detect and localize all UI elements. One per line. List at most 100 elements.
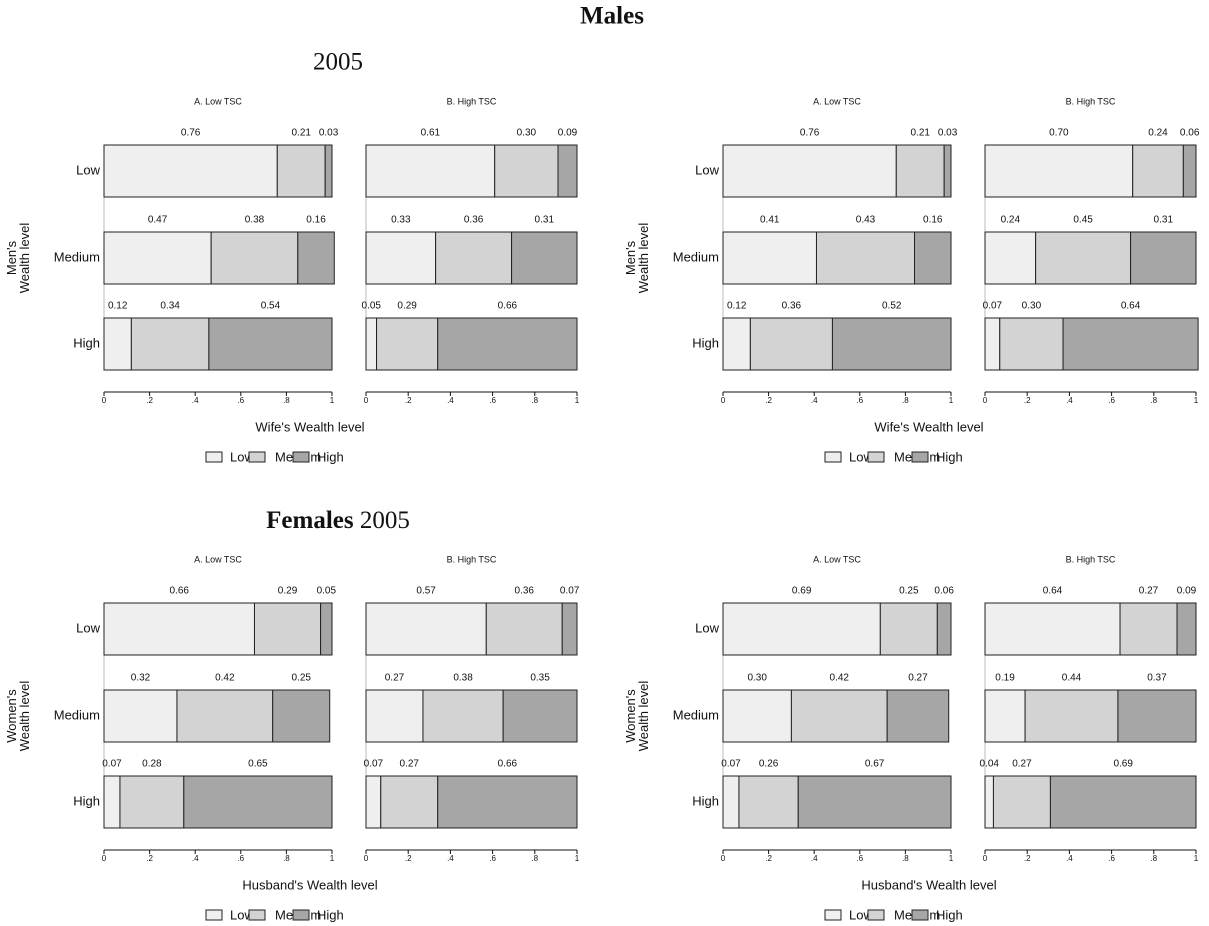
bar-segment xyxy=(722,775,740,829)
y-axis-label: Men'sWealth level xyxy=(4,223,32,294)
value-label: 0.66 xyxy=(498,759,518,770)
bar-segment xyxy=(722,144,897,198)
panel-title: B. High TSC xyxy=(447,554,497,564)
value-label: 0.42 xyxy=(830,673,850,684)
legend-label: High xyxy=(936,449,963,464)
category-label: Medium xyxy=(673,707,719,722)
bar-segment xyxy=(1117,689,1197,743)
panel-title: B. High TSC xyxy=(1066,554,1116,564)
year-title: 2005 xyxy=(313,49,363,76)
x-tick-label: .6 xyxy=(856,854,863,863)
bar-segment xyxy=(210,231,299,285)
bar-segment xyxy=(1024,689,1119,743)
value-label: 0.29 xyxy=(397,301,417,312)
x-tick-label: .2 xyxy=(765,396,772,405)
bar-segment xyxy=(130,317,210,371)
value-label: 0.16 xyxy=(306,215,326,226)
value-label: 0.07 xyxy=(560,586,580,597)
panel-title: A. Low TSC xyxy=(813,96,861,106)
y-axis-label-line: Wealth level xyxy=(17,681,32,752)
bar-segment xyxy=(176,689,274,743)
bar-segment xyxy=(103,602,255,656)
x-tick-label: .2 xyxy=(405,396,412,405)
bar-segment xyxy=(365,689,424,743)
x-tick-label: 1 xyxy=(949,396,954,405)
bar-segment xyxy=(1182,144,1197,198)
bar-segment xyxy=(1035,231,1132,285)
x-tick-label: .4 xyxy=(447,854,454,863)
value-label: 0.03 xyxy=(319,128,339,139)
y-axis-label-line: Men's xyxy=(623,240,638,275)
bar-segment xyxy=(738,775,799,829)
value-label: 0.65 xyxy=(248,759,268,770)
value-label: 0.35 xyxy=(530,673,550,684)
bar-segment xyxy=(435,231,513,285)
y-axis-label-line: Wealth level xyxy=(636,223,651,294)
category-label: Medium xyxy=(54,707,100,722)
x-tick-label: .8 xyxy=(283,854,290,863)
bar-segment xyxy=(790,689,888,743)
category-label: Medium xyxy=(673,249,719,264)
x-tick-label: .2 xyxy=(1024,854,1031,863)
x-axis-label: Husband's Wealth level xyxy=(861,877,996,892)
value-label: 0.29 xyxy=(278,586,298,597)
value-label: 0.32 xyxy=(131,673,151,684)
x-tick-label: .2 xyxy=(765,854,772,863)
y-axis-label-line: Wealth level xyxy=(17,223,32,294)
x-tick-label: .8 xyxy=(531,854,538,863)
value-label: 0.38 xyxy=(245,215,265,226)
value-label: 0.25 xyxy=(899,586,919,597)
value-label: 0.31 xyxy=(1154,215,1174,226)
bar-segment xyxy=(984,775,994,829)
value-label: 0.64 xyxy=(1121,301,1141,312)
category-label: High xyxy=(692,793,719,808)
value-label: 0.24 xyxy=(1148,128,1168,139)
value-label: 0.19 xyxy=(995,673,1015,684)
x-tick-label: .6 xyxy=(1108,396,1115,405)
x-axis-label: Wife's Wealth level xyxy=(874,419,983,434)
value-label: 0.25 xyxy=(291,673,311,684)
bar-segment xyxy=(1130,231,1197,285)
value-label: 0.27 xyxy=(400,759,420,770)
bar-segment xyxy=(365,317,378,371)
value-label: 0.36 xyxy=(515,586,535,597)
value-label: 0.44 xyxy=(1062,673,1082,684)
value-label: 0.31 xyxy=(535,215,555,226)
category-label: Low xyxy=(76,620,100,635)
x-tick-label: .2 xyxy=(146,854,153,863)
bar-segment xyxy=(119,775,185,829)
x-tick-label: .2 xyxy=(405,854,412,863)
x-tick-label: .6 xyxy=(237,396,244,405)
x-tick-label: .8 xyxy=(902,396,909,405)
bar-segment xyxy=(422,689,504,743)
bar-segment xyxy=(984,144,1134,198)
bar-segment xyxy=(437,317,578,371)
bar-segment xyxy=(103,144,278,198)
legend-label: Low xyxy=(849,907,873,922)
value-label: 0.36 xyxy=(464,215,484,226)
bar-segment xyxy=(103,231,212,285)
category-label: High xyxy=(692,335,719,350)
legend-swatch xyxy=(867,909,885,921)
legend-swatch xyxy=(248,451,266,463)
value-label: 0.16 xyxy=(923,215,943,226)
value-label: 0.33 xyxy=(391,215,411,226)
value-label: 0.07 xyxy=(983,301,1003,312)
x-tick-label: .4 xyxy=(1066,854,1073,863)
category-label: High xyxy=(73,793,100,808)
bar-segment xyxy=(253,602,322,656)
legend-swatch xyxy=(911,909,929,921)
x-tick-label: .2 xyxy=(1024,396,1031,405)
y-axis-label: Women'sWealth level xyxy=(4,681,32,752)
bar-segment xyxy=(103,317,132,371)
figure-heading: Males xyxy=(580,3,644,30)
bar-segment xyxy=(984,689,1026,743)
value-label: 0.36 xyxy=(782,301,802,312)
value-label: 0.42 xyxy=(215,673,235,684)
value-label: 0.27 xyxy=(1139,586,1159,597)
section-heading: Females xyxy=(266,507,354,534)
x-tick-label: 1 xyxy=(575,854,580,863)
value-label: 0.07 xyxy=(364,759,384,770)
x-tick-label: .8 xyxy=(283,396,290,405)
